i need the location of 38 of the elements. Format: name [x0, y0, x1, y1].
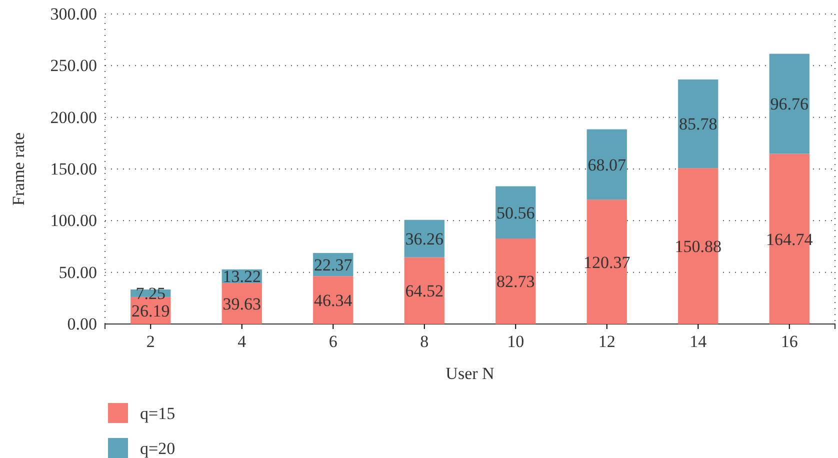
bar [586, 129, 627, 200]
data-label: 13.22 [222, 267, 261, 286]
data-label: 64.52 [405, 282, 444, 301]
x-tick-label: 6 [328, 332, 338, 352]
data-label: 26.19 [132, 301, 170, 320]
y-tick-label: 50.00 [58, 262, 97, 282]
legend-label: q=20 [140, 438, 176, 458]
bar [313, 276, 354, 324]
y-tick-label: 250.00 [50, 56, 97, 76]
data-label: 68.07 [588, 155, 626, 174]
data-label: 82.73 [496, 272, 535, 292]
x-tick-label: 12 [598, 332, 616, 352]
y-tick-label: 100.00 [50, 211, 97, 230]
data-label: 85.78 [679, 114, 718, 134]
data-label: 36.26 [405, 230, 444, 249]
bar [496, 238, 536, 324]
x-tick-label: 4 [238, 332, 247, 352]
y-tick-label: 150.00 [50, 159, 97, 178]
y-axis-title: Frame rate [9, 132, 28, 206]
data-label: 96.76 [770, 94, 808, 114]
legend-label: q=15 [140, 404, 176, 423]
x-tick-label: 14 [690, 332, 708, 352]
data-label: 22.37 [314, 256, 353, 275]
x-axis-title: User N [446, 364, 494, 383]
x-tick-label: 8 [420, 332, 429, 352]
y-tick-label: 200.00 [50, 108, 97, 127]
bar [404, 257, 444, 324]
bar [769, 54, 810, 154]
x-tick-label: 2 [146, 332, 155, 352]
data-label: 39.63 [222, 294, 261, 314]
bar [496, 186, 536, 239]
y-tick-label: 0.00 [67, 314, 97, 334]
y-tick-label: 300.00 [50, 4, 97, 24]
x-tick-label: 10 [507, 332, 524, 352]
data-label: 46.34 [314, 291, 353, 310]
data-label: 50.56 [496, 203, 535, 222]
x-tick-label: 16 [780, 332, 798, 352]
bar [678, 79, 718, 168]
